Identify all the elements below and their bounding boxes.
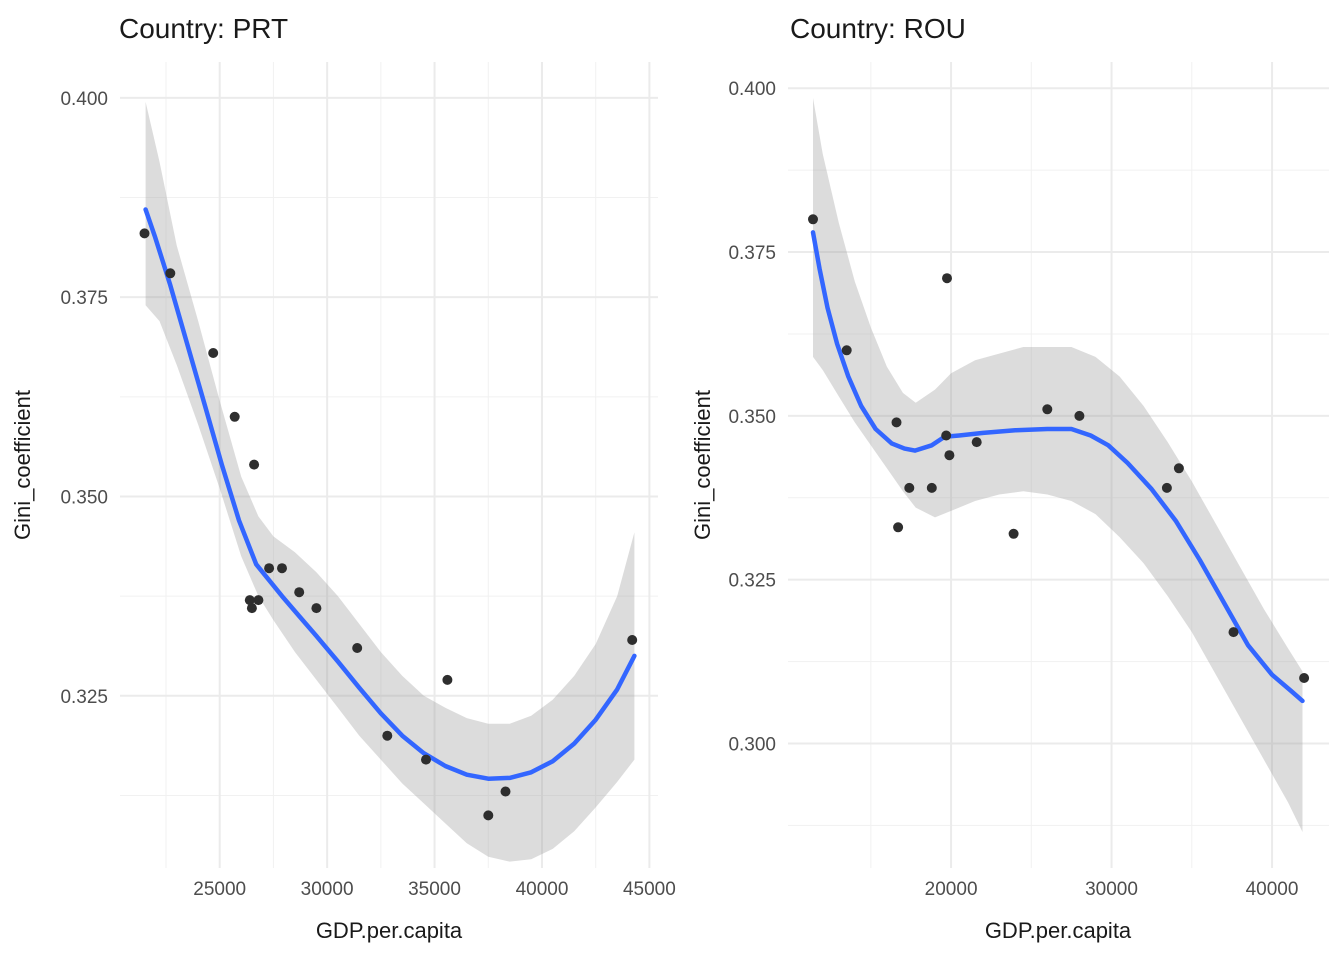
y-tick-label: 0.375 (60, 288, 108, 309)
y-axis-title-rou: Gini_coefficient (690, 390, 715, 540)
y-tick-label: 0.300 (728, 735, 776, 756)
data-point (500, 786, 511, 797)
data-point (244, 595, 255, 606)
data-point (1042, 404, 1053, 415)
panel-prt-y-tick-labels: 0.400 0.375 0.350 0.325 (60, 89, 108, 708)
x-tick-label: 25000 (193, 879, 246, 900)
data-point (808, 214, 818, 225)
data-point (249, 459, 260, 470)
y-tick-label: 0.375 (728, 243, 776, 264)
data-point (1074, 410, 1085, 421)
data-point (944, 450, 955, 461)
data-point (483, 810, 494, 821)
panel-prt-confidence-ribbon (145, 101, 635, 862)
data-point (277, 563, 287, 574)
data-point (1228, 627, 1239, 638)
panel-prt-x-tick-labels: 25000 30000 35000 40000 45000 (193, 879, 676, 900)
panel-rou-grid (788, 62, 1329, 868)
x-tick-label: 30000 (1085, 879, 1138, 900)
data-point (165, 268, 176, 279)
data-point (442, 674, 453, 685)
data-point (942, 273, 952, 284)
x-tick-label: 40000 (1246, 879, 1299, 900)
data-point (1299, 673, 1310, 683)
data-point (311, 603, 322, 614)
panel-rou-y-tick-labels: 0.400 0.375 0.350 0.325 0.300 (728, 79, 776, 755)
data-point (904, 482, 915, 493)
y-axis-title-prt: Gini_coefficient (10, 390, 35, 540)
data-point (941, 430, 952, 441)
data-point (893, 522, 904, 533)
panel-title-rou: Country: ROU (790, 13, 966, 44)
data-point (352, 643, 363, 653)
panel-prt-points (139, 228, 638, 821)
y-tick-label: 0.350 (728, 407, 776, 428)
data-point (841, 345, 852, 356)
y-tick-label: 0.400 (728, 79, 776, 100)
data-point (229, 411, 240, 422)
x-tick-label: 40000 (516, 879, 569, 900)
y-tick-label: 0.325 (728, 571, 776, 592)
data-point (971, 437, 982, 448)
panel-rou-smooth-line (810, 230, 1305, 704)
panel-prt-smooth-line (143, 207, 637, 781)
x-tick-label: 30000 (301, 879, 354, 900)
data-point (1008, 528, 1019, 539)
y-tick-label: 0.350 (60, 488, 108, 509)
data-point (208, 348, 219, 358)
x-tick-label: 45000 (623, 879, 676, 900)
panel-title-prt: Country: PRT (119, 13, 288, 44)
x-axis-title-rou: GDP.per.capita (985, 918, 1132, 943)
panel-rou: 20000 30000 40000 0.400 0.375 0.350 0.325 0.300 (728, 62, 1329, 900)
data-point (139, 228, 150, 239)
panel-prt-grid (120, 62, 658, 868)
y-tick-label: 0.400 (60, 89, 108, 110)
panels-layer: 25000 30000 35000 40000 45000 0.400 0.375 0.350… (60, 62, 1329, 900)
panel-prt-plot-area (139, 101, 638, 862)
y-tick-label: 0.325 (60, 687, 108, 708)
panel-rou-points (808, 214, 1310, 683)
data-point (1161, 482, 1172, 493)
data-point (264, 563, 275, 574)
data-point (421, 754, 431, 765)
data-point (246, 603, 257, 614)
data-point (627, 635, 638, 645)
x-tick-label: 20000 (925, 879, 978, 900)
data-point (926, 482, 937, 493)
x-axis-title-prt: GDP.per.capita (316, 918, 463, 943)
data-point (1173, 463, 1184, 474)
panel-rou-plot-area (808, 98, 1310, 832)
data-point (294, 587, 305, 598)
data-point (382, 730, 393, 741)
panel-rou-x-tick-labels: 20000 30000 40000 (925, 879, 1299, 900)
x-tick-label: 35000 (408, 879, 461, 900)
panel-prt: 25000 30000 35000 40000 45000 0.400 0.375 0.350… (60, 62, 676, 900)
data-point (253, 595, 264, 606)
panel-rou-confidence-ribbon (813, 98, 1303, 832)
data-point (891, 417, 902, 428)
